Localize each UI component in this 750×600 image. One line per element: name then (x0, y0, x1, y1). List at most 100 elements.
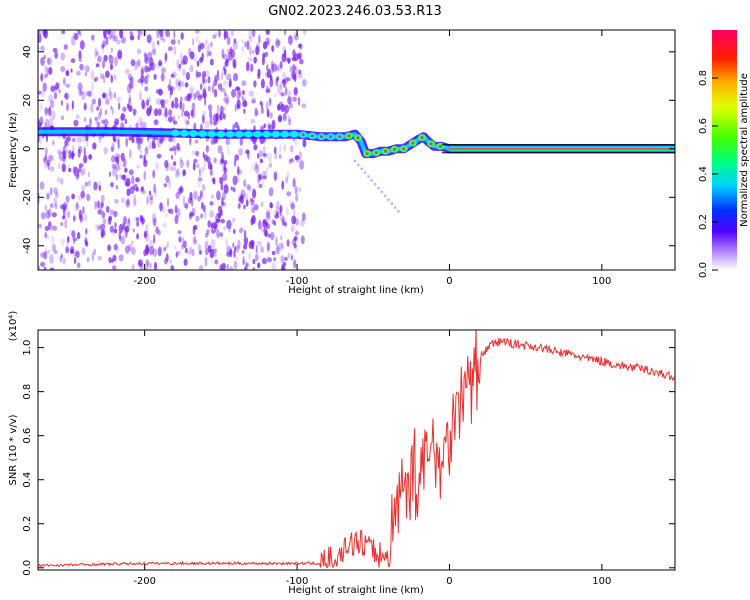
noise-speckle (243, 204, 246, 210)
noise-speckle (194, 139, 199, 144)
noise-speckle (89, 117, 92, 127)
noise-speckle (248, 30, 252, 40)
noise-speckle (294, 72, 297, 83)
ridge-hotspot (253, 130, 262, 138)
noise-speckle (53, 197, 58, 207)
noise-speckle (110, 146, 114, 153)
noise-speckle (38, 265, 41, 270)
noise-speckle (202, 205, 206, 213)
noise-speckle (269, 97, 272, 106)
noise-speckle (156, 98, 162, 105)
noise-speckle (54, 51, 58, 59)
noise-speckle (253, 144, 258, 151)
noise-speckle (197, 95, 202, 101)
noise-speckle (126, 220, 131, 228)
noise-speckle (64, 93, 68, 99)
noise-speckle (182, 236, 185, 247)
noise-speckle (276, 65, 280, 72)
noise-speckle (97, 55, 102, 63)
noise-speckle (179, 96, 183, 105)
noise-speckle (260, 246, 265, 253)
noise-speckle (105, 35, 109, 46)
noise-speckle (108, 87, 111, 97)
noise-speckle (149, 239, 155, 249)
noise-speckle (157, 108, 162, 116)
noise-speckle (166, 198, 170, 208)
noise-speckle (283, 49, 287, 58)
noise-speckle (145, 233, 150, 243)
noise-speckle (192, 37, 195, 46)
ridge-tail-dot (353, 159, 357, 163)
noise-speckle (74, 32, 79, 41)
noise-speckle (71, 104, 74, 112)
noise-speckle (233, 229, 236, 234)
noise-speckle (273, 220, 276, 226)
noise-speckle (281, 180, 285, 190)
noise-speckle (220, 218, 225, 224)
noise-speckle (226, 219, 232, 230)
x-tick-label: -200 (133, 276, 156, 287)
noise-speckle (155, 161, 160, 171)
noise-speckle (165, 213, 168, 218)
noise-speckle (140, 75, 145, 83)
noise-speckle (202, 184, 206, 192)
noise-speckle (266, 211, 270, 219)
noise-speckle (109, 33, 114, 39)
noise-speckle (128, 93, 131, 103)
noise-speckle (255, 245, 258, 254)
noise-speckle (291, 64, 296, 72)
noise-speckle (65, 83, 71, 88)
noise-speckle (136, 164, 140, 169)
noise-speckle (148, 190, 152, 196)
noise-speckle (110, 105, 113, 111)
noise-speckle (206, 228, 210, 235)
noise-speckle (67, 236, 70, 243)
noise-speckle (144, 266, 148, 270)
noise-speckle (96, 106, 99, 111)
noise-speckle (259, 158, 263, 164)
noise-speckle (285, 57, 291, 62)
noise-speckle (197, 181, 201, 188)
noise-speckle (46, 57, 50, 65)
noise-speckle (73, 251, 77, 257)
noise-speckle (62, 155, 66, 163)
noise-speckle (172, 265, 175, 270)
ridge-hotspot (235, 130, 244, 138)
noise-speckle (222, 172, 228, 182)
noise-speckle (219, 232, 224, 238)
noise-speckle (112, 166, 117, 177)
noise-speckle (191, 197, 194, 208)
noise-speckle (292, 49, 296, 57)
noise-speckle (60, 177, 64, 185)
noise-speckle (193, 190, 198, 200)
noise-speckle (255, 42, 260, 52)
noise-speckle (295, 218, 300, 226)
noise-speckle (114, 152, 119, 161)
noise-speckle (287, 35, 293, 46)
noise-speckle (210, 164, 213, 171)
noise-speckle (77, 169, 80, 178)
noise-speckle (64, 139, 67, 149)
noise-speckle (133, 216, 137, 222)
noise-speckle (211, 83, 215, 94)
noise-speckle (38, 33, 42, 43)
noise-speckle (274, 63, 278, 72)
noise-speckle (285, 76, 289, 84)
noise-speckle (221, 201, 226, 207)
noise-speckle (221, 48, 225, 59)
ridge-peak (356, 136, 360, 140)
noise-speckle (179, 156, 183, 163)
noise-speckle (280, 92, 285, 97)
noise-speckle (245, 149, 250, 155)
noise-speckle (217, 212, 222, 219)
noise-speckle (283, 221, 288, 227)
noise-speckle (247, 185, 253, 193)
noise-speckle (171, 166, 177, 172)
noise-speckle (54, 203, 58, 210)
ridge-hotspot (290, 130, 298, 138)
noise-speckle (217, 145, 223, 154)
noise-speckle (195, 35, 199, 43)
noise-speckle (77, 82, 83, 91)
noise-speckle (209, 115, 213, 126)
